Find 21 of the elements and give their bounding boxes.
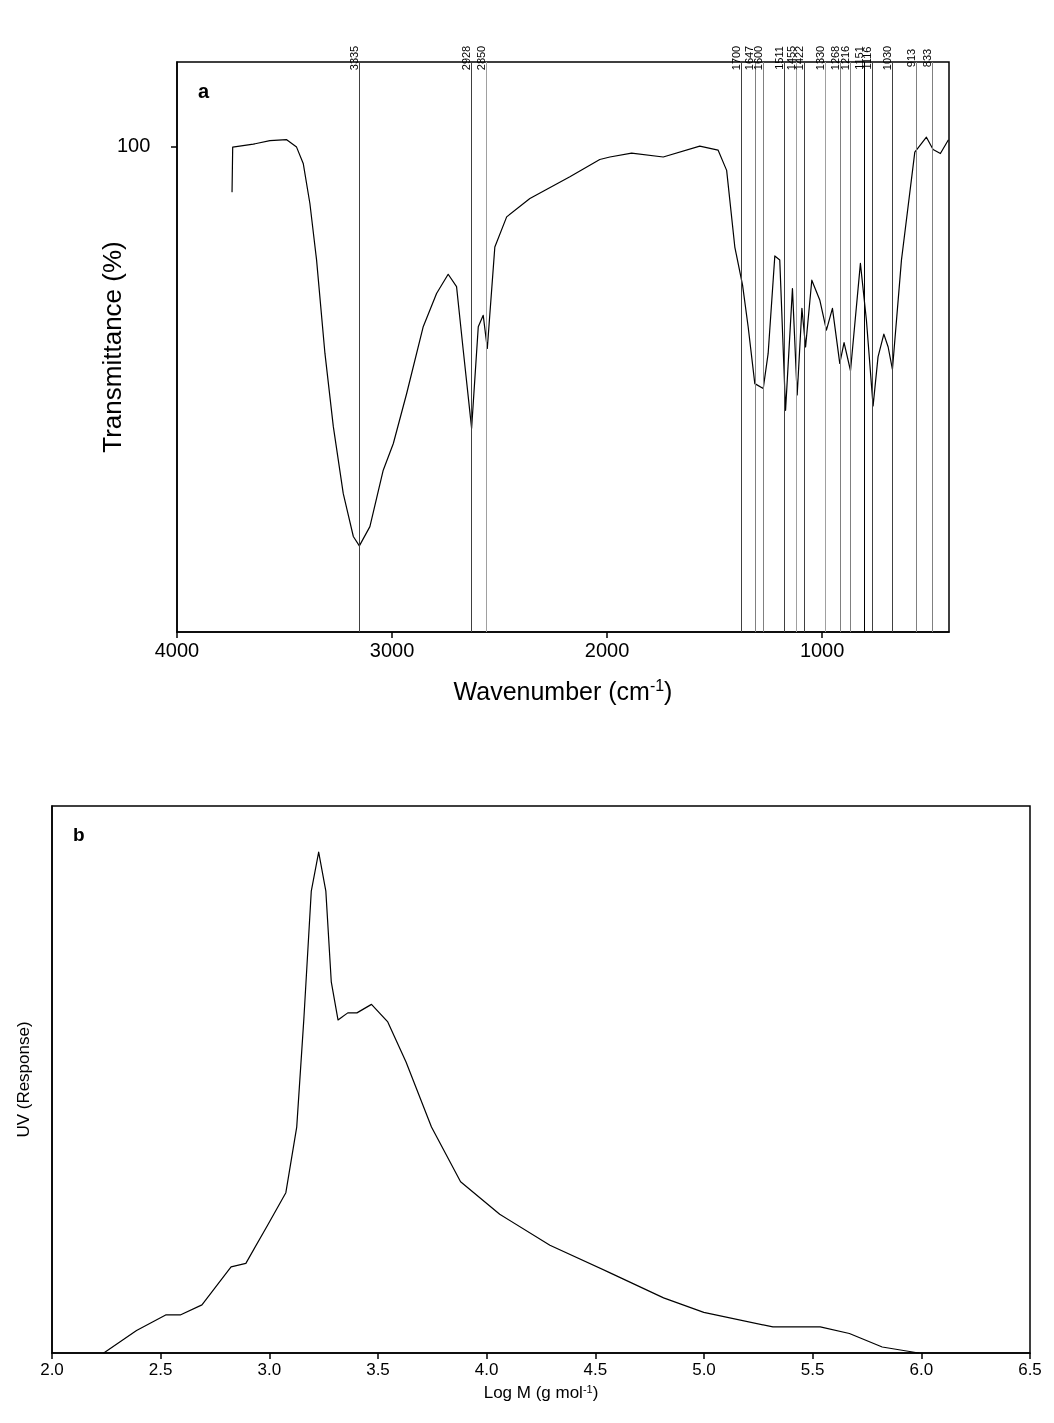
y-axis-title: Transmittance (%): [97, 241, 127, 453]
chart-title: b: [73, 824, 85, 845]
text: 1151: [852, 46, 865, 70]
x-tick-label: 2000: [584, 639, 630, 661]
text: 1511: [772, 46, 785, 70]
x-tick-label: 2.5: [148, 1360, 173, 1379]
x-tick-label: 4000: [154, 639, 200, 661]
y-axis-title: UV (Response): [14, 1021, 33, 1138]
chart-title: a: [198, 80, 210, 102]
x-tick-label: 1000: [799, 639, 845, 661]
x-tick-label: 3.0: [257, 1360, 282, 1379]
x-tick-label: 3.5: [366, 1360, 390, 1379]
x-tick-label: 6.0: [909, 1360, 934, 1379]
text: 100: [117, 134, 151, 156]
x-tick-label: 6.5: [1018, 1360, 1042, 1379]
x-tick-label: 4.5: [583, 1360, 608, 1379]
x-tick-label: 5.5: [800, 1360, 825, 1379]
x-tick-label: 2.0: [40, 1360, 64, 1379]
x-tick-label: 4.0: [474, 1360, 499, 1379]
x-tick-label: 3000: [369, 639, 415, 661]
x-tick-label: 5.0: [692, 1360, 716, 1379]
